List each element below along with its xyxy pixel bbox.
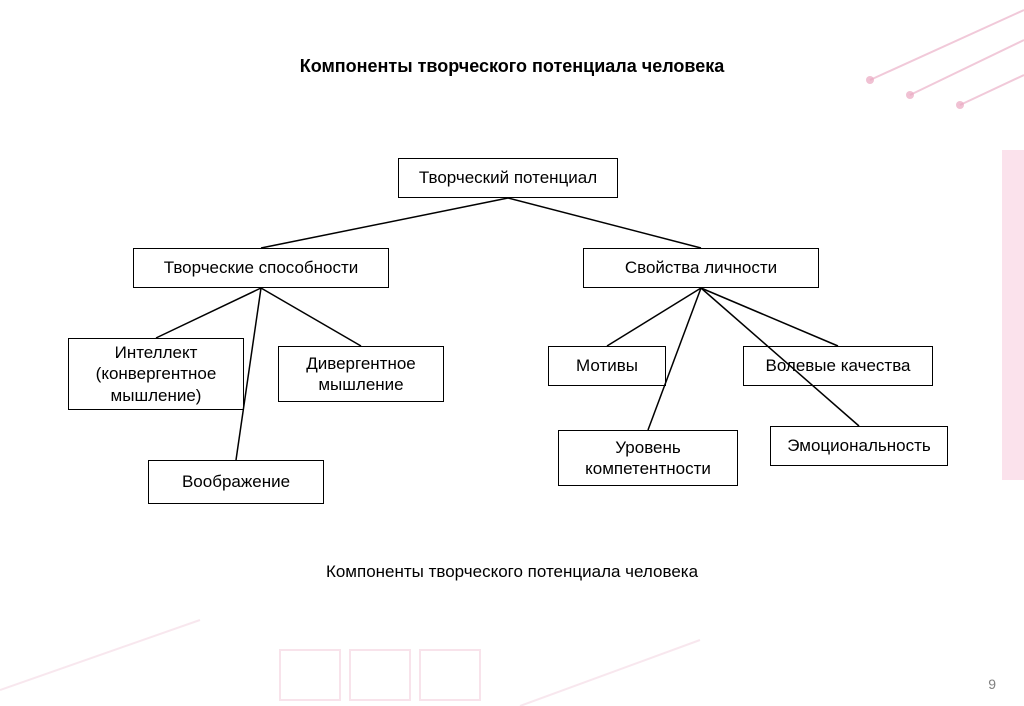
- page-number-text: 9: [988, 676, 996, 692]
- diagram-tree: Творческий потенциалТворческие способнос…: [0, 0, 1024, 706]
- diagram-caption: Компоненты творческого потенциала челове…: [0, 562, 1024, 582]
- page-number: 9: [988, 676, 996, 692]
- diagram-edges: [0, 0, 1024, 706]
- diagram-caption-text: Компоненты творческого потенциала челове…: [326, 562, 698, 581]
